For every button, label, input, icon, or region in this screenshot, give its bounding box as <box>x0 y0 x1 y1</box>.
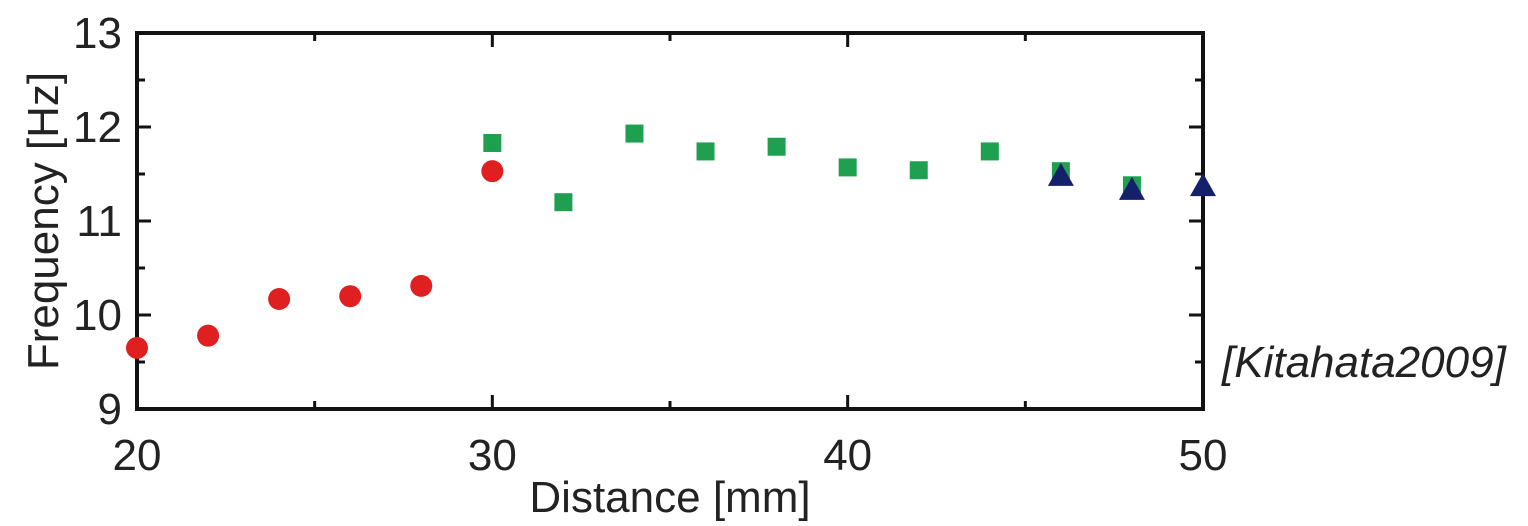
square-marker <box>980 142 999 161</box>
citation-caption: [Kitahata2009] <box>1222 338 1506 387</box>
square-marker <box>838 158 857 177</box>
circle-marker <box>126 336 148 359</box>
circle-marker <box>339 285 362 308</box>
circle-marker <box>268 288 291 311</box>
square-marker <box>909 161 928 180</box>
triangle-marker <box>1047 162 1074 186</box>
square-marker <box>696 142 715 161</box>
x-tick-label: 40 <box>823 431 872 480</box>
y-tick-label: 9 <box>98 385 122 434</box>
x-axis-label: Distance [mm] <box>529 473 810 522</box>
x-tick-label: 50 <box>1179 431 1228 480</box>
circle-marker <box>410 274 433 297</box>
circle-marker <box>481 160 504 183</box>
y-tick-label: 12 <box>73 103 122 152</box>
axis-tick-labels: 20 30 40 50 9 10 11 12 13 <box>73 9 1227 480</box>
square-marker <box>554 193 573 212</box>
triangle-marker <box>1190 173 1216 197</box>
square-marker <box>767 137 786 156</box>
square-marker <box>483 133 502 152</box>
y-tick-label: 11 <box>76 197 122 246</box>
triangle-marker <box>1118 176 1145 200</box>
x-tick-label: 30 <box>468 431 517 480</box>
axis-ticks <box>135 31 1205 411</box>
data-points <box>126 124 1216 359</box>
y-tick-label: 13 <box>73 9 122 58</box>
y-axis-label: Frequency [Hz] <box>19 72 68 370</box>
plot-frame <box>135 31 1205 411</box>
circle-marker <box>197 324 220 347</box>
y-tick-label: 10 <box>73 291 122 340</box>
x-tick-label: 20 <box>113 431 162 480</box>
square-marker <box>625 124 644 143</box>
